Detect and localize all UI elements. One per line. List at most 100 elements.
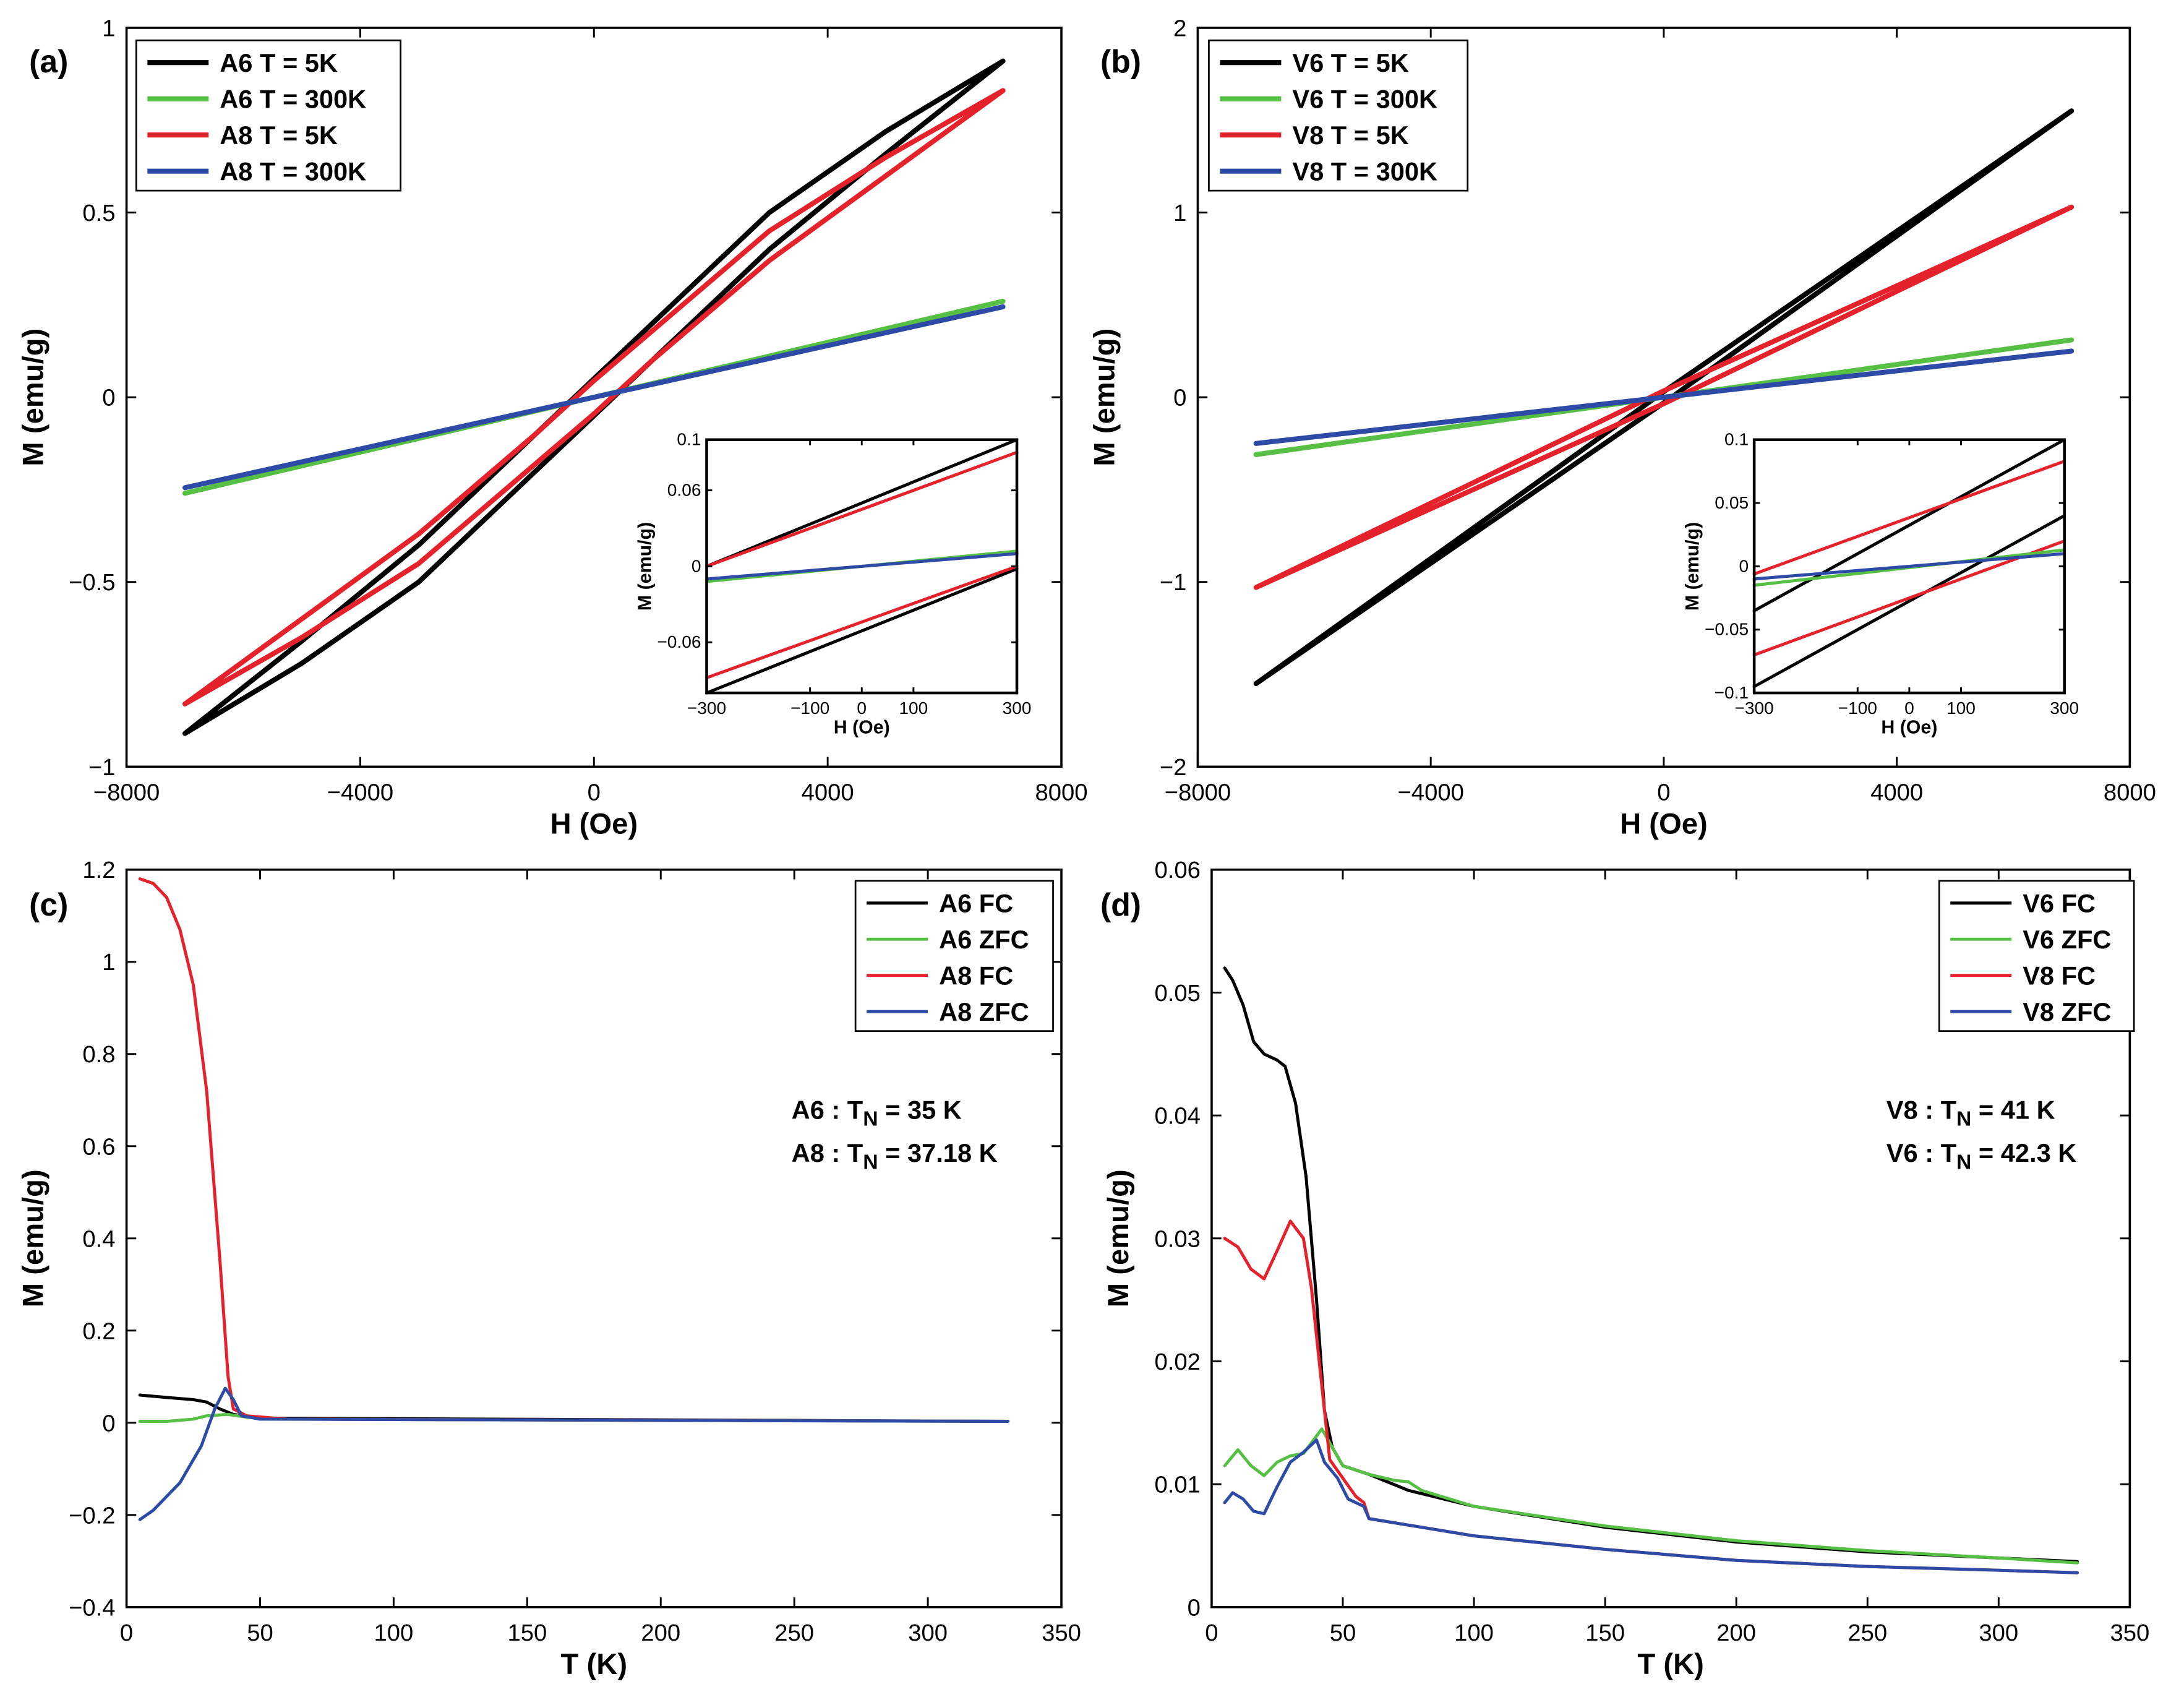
y-tick-label: 1 [102,15,115,41]
y-tick-label: 0 [102,385,115,411]
x-axis-label: H (Oe) [1881,717,1937,737]
series-line-0 [1253,108,2075,687]
x-tick-label: 150 [1585,1620,1625,1646]
chart-panel-d: (d) 0 50 100 150 200 250 300 350 0 0.01 0.02 0.03 0.0… [1100,857,2149,1681]
legend-entry-1: V6 ZFC [2023,925,2111,954]
chart-panel-a: (a) −8000 −4000 0 4000 8000 −1 −0.5 0 0.5 1 H (Oe) M… [17,15,1088,840]
series-line-1 [1752,514,2066,689]
y-tick-label: −0.5 [69,569,115,596]
panel-label: (d) [1100,887,1141,922]
legend: V6 T = 5K V6 T = 300K V8 T = 5K V8 T = 300K [1208,39,1469,192]
x-tick-label: 100 [374,1620,414,1646]
legend-entry-3: V8 T = 300K [1292,157,1437,186]
annotation-text: A8 : T [792,1138,863,1167]
y-tick-label: −1 [1160,569,1187,596]
series-line-1 [1223,1427,2079,1565]
y-tick-label: 1.2 [82,857,115,883]
series-line-3 [1223,1438,2079,1574]
y-tick-label: 0.1 [1724,430,1749,449]
annotation-text: A6 : T [792,1095,863,1124]
y-tick-label: 0.03 [1155,1226,1201,1252]
legend-entry-3: A8 ZFC [939,997,1029,1026]
legend-box [854,880,1054,1032]
legend-box [135,39,402,192]
x-tick-label: 0 [120,1620,133,1646]
x-tick-label: 300 [908,1620,948,1646]
legend-entry-2: V8 FC [2023,961,2096,990]
neel-temperature-annotation: A8 : TN = 37.18 K [792,1138,998,1174]
chart-panel-b: (b) −8000 −4000 0 4000 8000 −2 −1 0 1 2 H (Oe) M (em… [1088,15,2156,840]
y-tick-label: −0.2 [69,1502,115,1529]
x-tick-label: −300 [1734,698,1773,718]
series-line-0 [182,58,1006,736]
y-tick-label: −1 [88,754,116,781]
legend-entry-0: V6 T = 5K [1292,48,1408,77]
legend-entry-1: V6 T = 300K [1292,84,1437,113]
x-tick-label: 0 [857,698,867,718]
y-tick-label: −0.06 [657,632,701,651]
x-tick-label: 0 [1904,698,1914,718]
series-line-2 [138,877,1010,1424]
x-tick-label: 4000 [802,779,854,805]
x-axis-label: T (K) [1637,1648,1704,1681]
y-axis-label: M (emu/g) [635,522,656,611]
x-tick-label: 350 [2110,1620,2149,1646]
y-axis-label: M (emu/g) [1102,1169,1135,1307]
y-tick-label: 0.2 [82,1318,115,1344]
y-tick-label: 1 [102,949,115,976]
annotation-text: V8 : T [1886,1095,1956,1124]
panel-label: (b) [1100,43,1141,79]
annotation-subscript: N [863,1150,878,1174]
legend-entry-2: A8 FC [939,961,1013,990]
y-tick-label: 0.06 [667,481,701,500]
y-axis-label: M (emu/g) [1088,329,1121,466]
series-line-3 [1253,348,2075,446]
annotation-text: = 35 K [878,1095,962,1124]
y-axis-label: M (emu/g) [17,1169,50,1307]
x-tick-label: 200 [1716,1620,1756,1646]
legend-box [1208,39,1469,192]
annotation-text: = 41 K [1971,1095,2055,1124]
x-tick-label: 4000 [1870,779,1923,805]
annotation-text: V6 : T [1886,1138,1956,1167]
x-tick-label: 0 [588,779,601,805]
y-tick-label: 0.05 [1155,980,1201,1007]
legend-entry-1: A6 T = 300K [220,84,366,113]
annotation-subscript: N [863,1107,878,1131]
y-tick-label: 0.1 [677,430,701,449]
y-tick-label: −0.05 [1705,620,1749,639]
legend-entry-2: V8 T = 5K [1292,121,1408,150]
y-tick-label: 0.4 [82,1226,115,1252]
x-tick-label: −100 [1838,698,1877,718]
x-axis-label: H (Oe) [550,807,638,840]
x-tick-label: 100 [1946,698,1976,718]
legend: A6 FC A6 ZFC A8 FC A8 ZFC [854,880,1054,1032]
x-tick-label: −8000 [1165,779,1231,805]
x-tick-label: 300 [2050,698,2079,718]
inset-plot: −300 −100 0 100 300 −0.06 0 0.06 0.1 H (Oe) M (emu… [635,430,1032,738]
y-axis-label: M (emu/g) [17,329,50,466]
x-tick-label: 100 [899,698,928,718]
y-tick-label: 0.6 [82,1133,115,1160]
series-line-2 [705,450,1019,568]
legend-entry-3: A8 T = 300K [220,157,366,186]
x-tick-label: 300 [1979,1620,2018,1646]
neel-temperature-annotation: V6 : TN = 42.3 K [1886,1138,2077,1174]
y-tick-label: 0.06 [1155,857,1201,883]
series-line-5 [1752,552,2066,581]
y-tick-label: 0.02 [1155,1349,1201,1375]
y-tick-label: −0.1 [1715,683,1749,702]
x-tick-label: 250 [1848,1620,1887,1646]
series-line-0 [705,438,1019,568]
x-tick-label: 250 [774,1620,814,1646]
x-tick-label: 8000 [2104,779,2156,805]
series-line-3 [705,564,1019,680]
series-line-3 [182,304,1006,491]
x-axis-label: T (K) [561,1648,628,1681]
neel-temperature-annotation: V8 : TN = 41 K [1886,1095,2055,1130]
y-tick-label: 0.5 [82,200,115,226]
y-tick-label: 0.04 [1155,1103,1201,1130]
series-line-2 [1752,460,2066,576]
series-line-2 [1253,204,2075,590]
